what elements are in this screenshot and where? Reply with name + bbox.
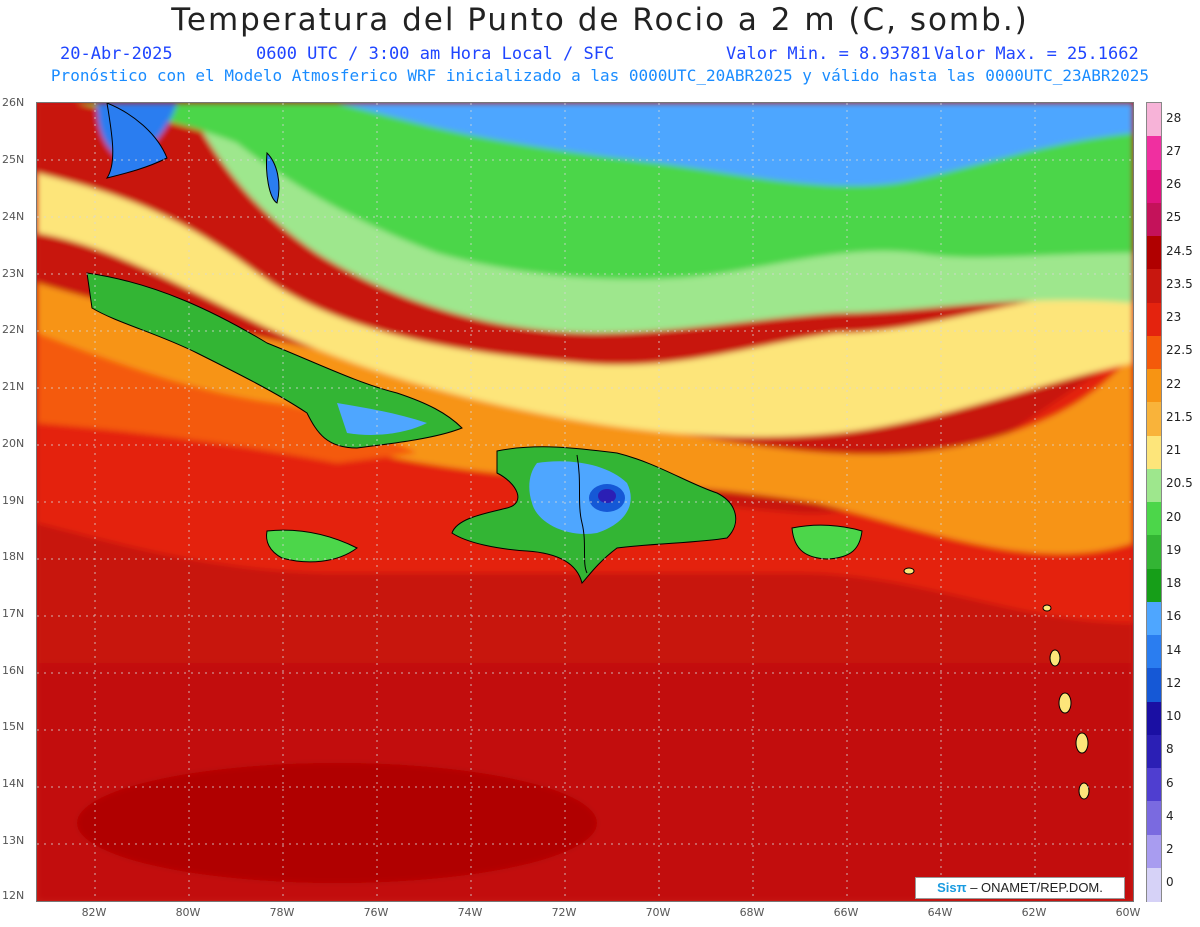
andros-island <box>266 151 280 204</box>
map-title: Temperatura del Punto de Rocio a 2 m (C,… <box>171 2 1029 38</box>
color-scale-label: 23 <box>1166 310 1182 325</box>
color-scale-label: 25 <box>1166 210 1182 225</box>
lon-label: 76W <box>363 906 389 919</box>
color-scale-label: 12 <box>1166 675 1182 690</box>
lat-label: 26N <box>2 96 25 109</box>
lat-label: 25N <box>2 153 25 166</box>
model-subtitle: Pronóstico con el Modelo Atmosferico WRF… <box>50 66 1150 85</box>
color-scale-segment <box>1147 601 1161 636</box>
lat-label: 13N <box>2 834 25 847</box>
color-scale-segment <box>1147 236 1161 270</box>
color-scale-label: 22.5 <box>1166 343 1193 358</box>
color-scale-label: 20 <box>1166 509 1182 524</box>
color-scale-label: 0 <box>1166 875 1174 890</box>
lat-label: 22N <box>2 323 25 336</box>
color-scale-segment <box>1147 502 1161 536</box>
color-scale-label: 21 <box>1166 443 1182 458</box>
color-scale-segment <box>1147 734 1161 769</box>
cuba-blue-area <box>337 403 427 435</box>
puerto-rico-island <box>791 524 863 560</box>
color-scale-label: 22 <box>1166 376 1182 391</box>
color-scale-label: 26 <box>1166 177 1182 192</box>
color-scale-label: 19 <box>1166 542 1182 557</box>
color-scale-label: 16 <box>1166 609 1182 624</box>
color-scale-segment <box>1147 701 1161 736</box>
color-scale-segment <box>1147 867 1161 902</box>
color-scale-label: 20.5 <box>1166 476 1193 491</box>
map-gridlines <box>37 103 1133 901</box>
color-scale-segment <box>1147 568 1161 603</box>
cuba-island <box>86 272 463 449</box>
color-scale-label: 14 <box>1166 642 1182 657</box>
map-canvas <box>37 103 1133 901</box>
color-scale-label: 24.5 <box>1166 243 1193 258</box>
forecast-date: 20-Abr-2025 <box>60 44 173 64</box>
color-scale-segment <box>1147 834 1161 869</box>
lon-label: 60W <box>1115 906 1141 919</box>
lat-label: 24N <box>2 210 25 223</box>
color-scale-segment <box>1147 302 1161 337</box>
color-scale-label: 10 <box>1166 709 1182 724</box>
lon-label: 82W <box>81 906 107 919</box>
lat-label: 18N <box>2 550 25 563</box>
color-scale-segment <box>1147 269 1161 303</box>
sispi-logo: Sisπ <box>937 880 967 895</box>
color-scale-segment <box>1147 169 1161 204</box>
dewpoint-map <box>36 102 1134 902</box>
color-scale-label: 21.5 <box>1166 409 1193 424</box>
color-scale-bar <box>1146 102 1162 902</box>
color-scale-segment <box>1147 668 1161 702</box>
lat-label: 16N <box>2 664 25 677</box>
lat-label: 17N <box>2 607 25 620</box>
lon-label: 74W <box>457 906 483 919</box>
lon-label: 80W <box>175 906 201 919</box>
color-scale-label: 8 <box>1166 742 1174 757</box>
color-scale-label: 6 <box>1166 775 1174 790</box>
florida-tip <box>105 103 168 179</box>
lat-label: 20N <box>2 437 25 450</box>
color-scale-segment <box>1147 535 1161 569</box>
lat-label: 21N <box>2 380 25 393</box>
color-scale-segment <box>1147 335 1161 370</box>
color-scale-label: 4 <box>1166 808 1174 823</box>
hispaniola-min-center <box>598 489 616 503</box>
color-scale-segment <box>1147 801 1161 835</box>
lon-label: 66W <box>833 906 859 919</box>
credit-text: – ONAMET/REP.DOM. <box>970 880 1103 895</box>
shaded-field <box>37 103 1133 901</box>
color-scale-label: 23.5 <box>1166 276 1193 291</box>
jamaica-island <box>266 529 358 563</box>
color-scale-segment <box>1147 768 1161 802</box>
color-scale-segment <box>1147 468 1161 503</box>
lesser-antilles <box>903 567 1090 800</box>
lon-label: 72W <box>551 906 577 919</box>
forecast-time: 0600 UTC / 3:00 am Hora Local / SFC <box>256 44 615 64</box>
lat-label: 23N <box>2 267 25 280</box>
max-value: Valor Max. = 25.1662 <box>934 44 1139 64</box>
min-value: Valor Min. = 8.93781 <box>726 44 931 64</box>
color-scale-segment <box>1147 202 1161 237</box>
color-scale-segment <box>1147 369 1161 403</box>
color-scale-label: 2 <box>1166 842 1174 857</box>
lat-label: 14N <box>2 777 25 790</box>
color-scale-segment <box>1147 635 1161 669</box>
lon-label: 70W <box>645 906 671 919</box>
credit-box: Sisπ – ONAMET/REP.DOM. <box>915 877 1125 899</box>
lat-label: 12N <box>2 889 25 902</box>
lat-label: 15N <box>2 720 25 733</box>
haiti-dr-border <box>576 454 588 574</box>
lon-label: 64W <box>927 906 953 919</box>
color-scale-label: 18 <box>1166 576 1182 591</box>
lon-label: 78W <box>269 906 295 919</box>
color-scale-segment <box>1147 402 1161 436</box>
color-scale-segment <box>1147 103 1161 137</box>
lat-label: 19N <box>2 494 25 507</box>
lon-label: 68W <box>739 906 765 919</box>
lon-label: 62W <box>1021 906 1047 919</box>
color-scale-segment <box>1147 435 1161 470</box>
color-scale-segment <box>1147 136 1161 170</box>
color-scale-label: 27 <box>1166 143 1182 158</box>
color-scale-label: 28 <box>1166 110 1182 125</box>
